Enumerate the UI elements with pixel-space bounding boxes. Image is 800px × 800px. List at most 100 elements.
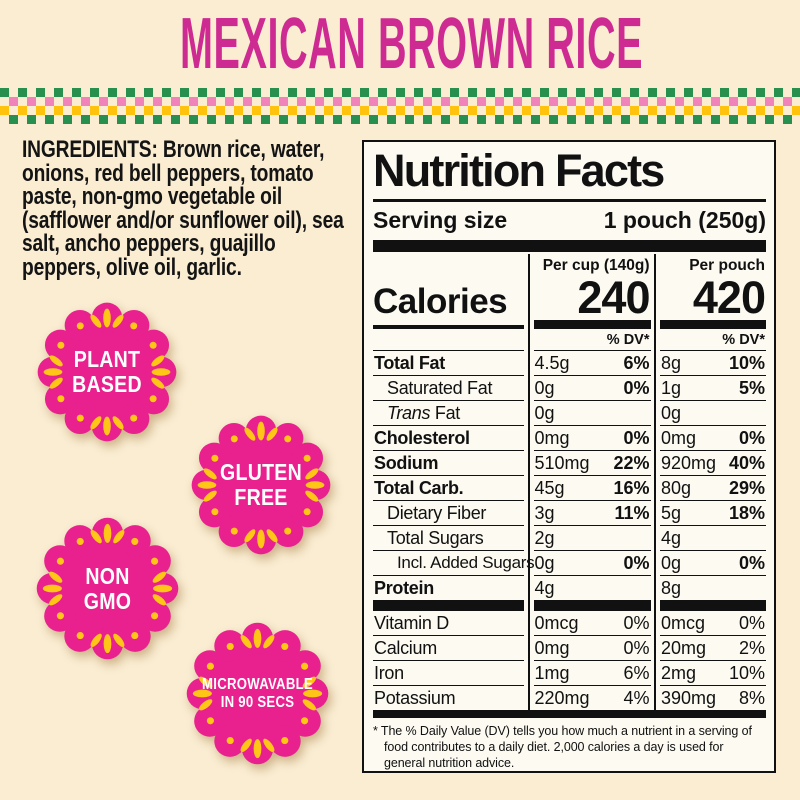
calories-label: Calories — [373, 282, 524, 329]
nutrient-row-dietary-fiber: Dietary Fiber 3g 11% 5g 18% — [373, 501, 766, 526]
per-cup-value-amount: 0mg — [534, 637, 570, 658]
badge-label-line: BASED — [72, 371, 142, 397]
per-cup-value-dv: 22% — [613, 452, 650, 473]
nutrient-row-potassium: Potassium 220mg 4% 390mg 8% — [373, 686, 766, 710]
vitamin-rows: Vitamin D 0mcg 0% 0mcg 0% Calcium 0mg 0% 20mg 2% I… — [373, 611, 766, 710]
per-cup-value-dv: 4% — [623, 687, 650, 708]
nutrient-name: Total Carb. — [373, 476, 524, 501]
per-cup-value: 0mcg 0% — [533, 611, 651, 636]
per-pouch-value: 390mg 8% — [660, 686, 766, 710]
nutrient-name: Incl. Added Sugars — [373, 551, 535, 576]
spacer — [373, 254, 524, 276]
badge-label: MICROWAVABLE IN 90 SECS — [194, 619, 321, 768]
per-pouch-value: 4g — [660, 526, 766, 551]
divider — [373, 198, 766, 202]
per-cup-value-dv: 0% — [623, 637, 650, 658]
nutrient-name: Dietary Fiber — [373, 501, 524, 526]
per-pouch-value: 0g 0% — [660, 551, 766, 576]
spacer — [373, 329, 524, 351]
serving-size-label: Serving size — [373, 206, 508, 233]
per-cup-value: 45g 16% — [533, 476, 651, 501]
per-cup-value: 0g — [533, 401, 651, 426]
per-pouch-value-dv: 5% — [738, 377, 765, 398]
per-cup-value: 0g 0% — [533, 551, 651, 576]
ingredients-text: INGREDIENTS: Brown rice, water, onions, … — [22, 138, 358, 279]
serving-size-value: 1 pouch (250g) — [603, 206, 766, 233]
per-cup-value-dv: 16% — [613, 477, 650, 498]
nutrition-columns: Per cup (140g) Per pouch Calories 240 42… — [373, 253, 766, 710]
per-cup-value: 3g 11% — [533, 501, 651, 526]
column-divider — [654, 253, 656, 710]
nutrient-name: Vitamin D — [373, 611, 524, 636]
per-cup-value-amount: 0g — [534, 552, 555, 573]
badge-label-line: MICROWAVABLE — [202, 675, 313, 693]
badge-label-line: PLANT — [73, 346, 141, 373]
per-pouch-value: 8g 10% — [660, 351, 766, 376]
nutrient-row-saturated-fat: Saturated Fat 0g 0% 1g 5% — [373, 376, 766, 401]
nutrient-row-iron: Iron 1mg 6% 2mg 10% — [373, 661, 766, 686]
per-pouch-value: 1g 5% — [660, 376, 766, 401]
per-cup-value-dv: 0% — [623, 612, 650, 633]
nutrient-name: Sodium — [373, 451, 524, 476]
per-pouch-value-amount: 80g — [661, 477, 692, 498]
badge-label-line: NON — [85, 562, 130, 589]
per-pouch-value-amount: 1g — [661, 377, 682, 398]
nutrient-row-cholesterol: Cholesterol 0mg 0% 0mg 0% — [373, 426, 766, 451]
per-pouch-value-amount: 20mg — [661, 637, 707, 658]
per-cup-value: 0g 0% — [533, 376, 651, 401]
calories-per-pouch: 420 — [660, 275, 766, 329]
nutrient-name: Calcium — [373, 636, 524, 661]
per-cup-value-amount: 4g — [534, 577, 555, 598]
per-pouch-value-amount: 390mg — [661, 687, 717, 708]
nutrient-row-total-sugars: Total Sugars 2g 4g — [373, 526, 766, 551]
nutrient-name: Total Sugars — [373, 526, 524, 551]
per-cup-value: 2g — [533, 526, 651, 551]
per-pouch-value-dv: 29% — [728, 477, 765, 498]
nutrition-facts-panel: Nutrition Facts Serving size 1 pouch (25… — [362, 140, 776, 773]
per-cup-value: 220mg 4% — [534, 686, 651, 710]
nutrient-row-total-fat: Total Fat 4.5g 6% 8g 10% — [373, 351, 766, 376]
per-pouch-value: 920mg 40% — [660, 451, 766, 476]
badge-label: NON GMO — [44, 514, 171, 663]
per-pouch-value-dv: 8% — [738, 687, 765, 708]
per-cup-value: 0mg 0% — [533, 636, 651, 661]
nutrient-name: Protein — [374, 577, 434, 598]
dv-header-row: % DV* % DV* — [373, 329, 766, 351]
nutrient-name: Trans Fat — [373, 401, 524, 426]
per-cup-value: 510mg 22% — [533, 451, 651, 476]
per-cup-value-amount: 45g — [534, 477, 565, 498]
per-pouch-value: 20mg 2% — [660, 636, 766, 661]
nutrient-name: Potassium — [374, 687, 456, 708]
nutrient-row-protein: Protein 4g 8g — [373, 576, 766, 600]
per-pouch-value-amount: 4g — [661, 527, 682, 548]
section-separator — [373, 599, 766, 611]
per-cup-value: 4g — [534, 576, 651, 600]
per-pouch-value: 8g — [660, 576, 766, 600]
dv-header-per-pouch: % DV* — [660, 329, 766, 351]
calories-per-cup: 240 — [533, 275, 651, 329]
separator-bar — [373, 599, 524, 611]
per-cup-value-dv: 6% — [623, 662, 650, 683]
badge-label: GLUTEN FREE — [199, 412, 323, 558]
per-pouch-value-dv: 10% — [728, 352, 765, 373]
per-pouch-value: 5g 18% — [660, 501, 766, 526]
per-pouch-value-dv: 10% — [728, 662, 765, 683]
badge-label: PLANT BASED — [45, 299, 169, 445]
page-title: MEXICAN BROWN RICE — [180, 4, 644, 84]
per-pouch-value-dv: 2% — [738, 637, 765, 658]
nutrient-row-incl-added-sugars: Incl. Added Sugars 0g 0% 0g 0% — [373, 551, 766, 576]
dv-footnote: * The % Daily Value (DV) tells you how m… — [373, 723, 752, 771]
nutrient-name: Saturated Fat — [373, 376, 524, 401]
checker-border — [0, 88, 800, 124]
nutrient-row-trans-fat: Trans Fat 0g 0g — [373, 401, 766, 426]
separator-bar — [533, 599, 651, 611]
per-cup-value-dv: 0% — [623, 427, 650, 448]
badge-label-line: GLUTEN — [220, 459, 302, 486]
per-pouch-value-amount: 920mg — [661, 452, 717, 473]
nutrient-name: Cholesterol — [373, 426, 524, 451]
dv-header-per-cup: % DV* — [533, 329, 651, 351]
per-cup-value-amount: 0mg — [534, 427, 570, 448]
badge-label-line: FREE — [234, 484, 288, 510]
badge-microwavable: MICROWAVABLE IN 90 SECS — [183, 619, 332, 768]
